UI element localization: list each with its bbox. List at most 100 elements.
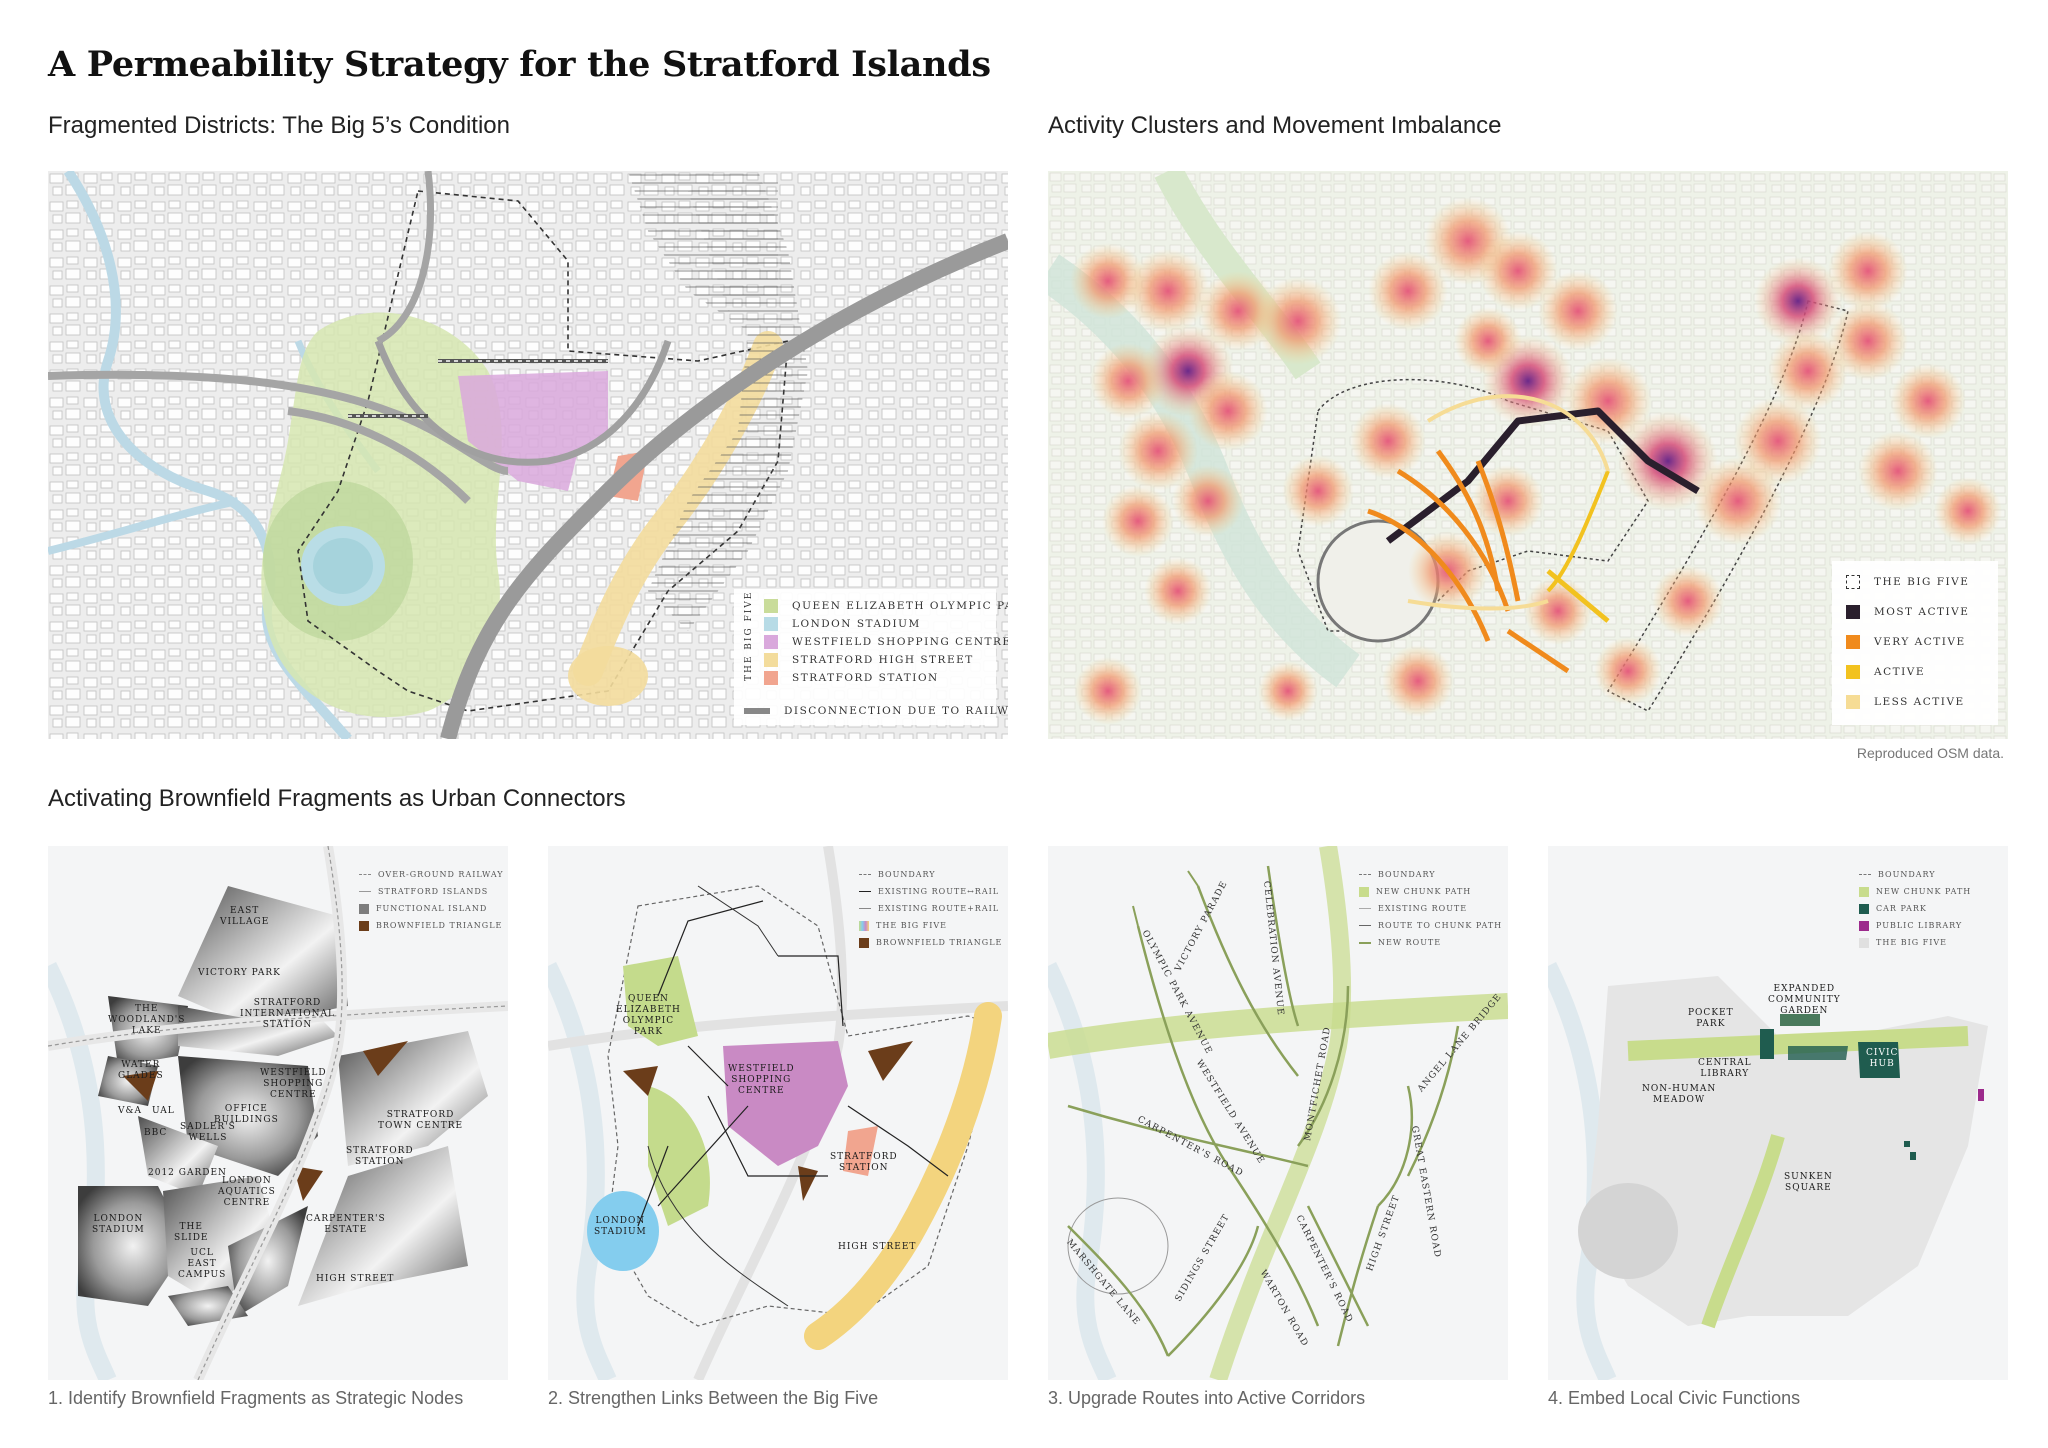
legend-item-high-street: STRATFORD HIGH STREET [764, 653, 974, 667]
step3-caption: 3. Upgrade Routes into Active Corridors [1048, 1388, 1366, 1408]
legend-swatch [1846, 665, 1860, 679]
activity-legend: THE BIG FIVE MOST ACTIVE VERY ACTIVE ACT… [1832, 561, 1998, 725]
legend-label: WESTFIELD SHOPPING CENTRE [792, 636, 1008, 648]
place-label: WESTFIELD SHOPPING CENTRE [260, 1068, 327, 1100]
legend-item: EXISTING ROUTE↔RAIL [859, 883, 1002, 900]
activity-heatmap[interactable]: THE BIG FIVE MOST ACTIVE VERY ACTIVE ACT… [1048, 171, 2008, 739]
step3-legend: BOUNDARY NEW CHUNK PATH EXISTING ROUTE R… [1359, 866, 1502, 951]
legend-item-westfield: WESTFIELD SHOPPING CENTRE [764, 635, 1008, 649]
legend-label: OVER-GROUND RAILWAY [378, 870, 504, 879]
legend-label: THE BIG FIVE [1876, 938, 1947, 947]
step3-graphic [1048, 846, 1508, 1380]
legend-swatch [1846, 635, 1860, 649]
legend-swatch [859, 874, 871, 875]
legend-item: EXISTING ROUTE [1359, 900, 1502, 917]
step2-links-map[interactable]: BOUNDARY EXISTING ROUTE↔RAIL EXISTING RO… [548, 846, 1008, 1380]
legend-swatch [1859, 886, 1869, 897]
legend-swatch [764, 617, 778, 631]
legend-label: NEW ROUTE [1378, 938, 1442, 947]
legend-label: EXISTING ROUTE↔RAIL [878, 887, 1000, 896]
legend-item-most-active: MOST ACTIVE [1846, 605, 1969, 619]
place-label: CARPENTER'S ESTATE [306, 1214, 386, 1235]
step1-legend: OVER-GROUND RAILWAY STRATFORD ISLANDS FU… [359, 866, 504, 934]
step2-caption: 2. Strengthen Links Between the Big Five [548, 1388, 879, 1408]
place-label: THE WOODLAND'S LAKE [108, 1004, 186, 1036]
legend-swatch [1846, 695, 1860, 709]
place-label: STRATFORD INTERNATIONAL STATION [240, 998, 335, 1030]
activity-heatmap-graphic [1048, 171, 2008, 739]
legend-item: EXISTING ROUTE+RAIL [859, 900, 1002, 917]
legend-swatch [1859, 937, 1869, 948]
place-label: CIVIC HUB [1866, 1048, 1899, 1069]
legend-item: FUNCTIONAL ISLAND [359, 900, 504, 917]
place-label: HIGH STREET [838, 1242, 917, 1252]
legend-item-active: ACTIVE [1846, 665, 1925, 679]
place-label: UAL [152, 1106, 175, 1116]
legend-vertical-title: THE BIG FIVE [744, 590, 754, 681]
place-label: V&A [118, 1106, 143, 1116]
place-label: QUEEN ELIZABETH OLYMPIC PARK [616, 994, 681, 1037]
legend-item: PUBLIC LIBRARY [1859, 917, 1971, 934]
step4-caption: 4. Embed Local Civic Functions [1548, 1388, 1801, 1408]
legend-label: NEW CHUNK PATH [1376, 887, 1472, 896]
legend-swatch [1846, 575, 1860, 589]
place-label: LONDON STADIUM [594, 1216, 647, 1237]
step1-graphic [48, 846, 508, 1380]
legend-item: THE BIG FIVE [1859, 934, 1971, 951]
legend-label: PUBLIC LIBRARY [1876, 921, 1963, 930]
step2-graphic [548, 846, 1008, 1380]
legend-label: THE BIG FIVE [1874, 576, 1970, 588]
legend-item: BROWNFIELD TRIANGLE [359, 917, 504, 934]
legend-item: ROUTE TO CHUNK PATH [1359, 917, 1502, 934]
place-label: 2012 GARDEN [148, 1168, 227, 1178]
section-title-activating: Activating Brownfield Fragments as Urban… [48, 785, 626, 812]
legend-label: DISCONNECTION DUE TO RAILWAY [784, 705, 1008, 717]
legend-swatch [359, 903, 369, 914]
place-label: NON-HUMAN MEADOW [1642, 1084, 1717, 1105]
legend-label: ACTIVE [1874, 666, 1926, 678]
legend-swatch [764, 599, 778, 613]
place-label: STRATFORD TOWN CENTRE [378, 1110, 464, 1131]
legend-item: BOUNDARY [859, 866, 1002, 883]
place-label: WESTFIELD SHOPPING CENTRE [728, 1064, 795, 1096]
legend-label: THE BIG FIVE [876, 921, 947, 930]
place-label: HIGH STREET [316, 1274, 395, 1284]
step4-civic-map[interactable]: BOUNDARY NEW CHUNK PATH CAR PARK PUBLIC … [1548, 846, 2008, 1380]
place-label: BBC [144, 1128, 168, 1138]
step3-corridors-map[interactable]: BOUNDARY NEW CHUNK PATH EXISTING ROUTE R… [1048, 846, 1508, 1380]
legend-item-big-five: THE BIG FIVE [1846, 575, 1969, 589]
legend-label: NEW CHUNK PATH [1876, 887, 1972, 896]
legend-swatch [1359, 908, 1371, 909]
railway-swatch [744, 708, 770, 714]
step1-brownfield-map[interactable]: OVER-GROUND RAILWAY STRATFORD ISLANDS FU… [48, 846, 508, 1380]
step4-legend: BOUNDARY NEW CHUNK PATH CAR PARK PUBLIC … [1859, 866, 1971, 951]
legend-swatch [1859, 874, 1871, 875]
section-title-fragmented: Fragmented Districts: The Big 5’s Condit… [48, 112, 510, 139]
legend-swatch [1359, 925, 1371, 926]
legend-item: NEW CHUNK PATH [1359, 883, 1502, 900]
legend-label: QUEEN ELIZABETH OLYMPIC PARK [792, 600, 1008, 612]
legend-label: LONDON STADIUM [792, 618, 921, 630]
section-title-activity: Activity Clusters and Movement Imbalance [1048, 112, 1502, 139]
place-label: WATER GLADES [118, 1060, 164, 1081]
step1-caption: 1. Identify Brownfield Fragments as Stra… [48, 1388, 464, 1408]
place-label: POCKET PARK [1688, 1008, 1734, 1029]
legend-label: BOUNDARY [878, 870, 936, 879]
legend-swatch [764, 635, 778, 649]
page-title: A Permeability Strategy for the Stratfor… [48, 44, 991, 85]
legend-item: NEW ROUTE [1359, 934, 1502, 951]
legend-item: STRATFORD ISLANDS [359, 883, 504, 900]
legend-item-olympic-park: QUEEN ELIZABETH OLYMPIC PARK [764, 599, 1008, 613]
legend-label: BROWNFIELD TRIANGLE [376, 921, 503, 930]
place-label: SUNKEN SQUARE [1784, 1172, 1833, 1193]
legend-item: THE BIG FIVE [859, 917, 1002, 934]
place-label: VICTORY PARK [198, 968, 281, 978]
legend-swatch [1846, 605, 1860, 619]
legend-swatch [859, 937, 869, 948]
legend-label: FUNCTIONAL ISLAND [376, 904, 488, 913]
legend-swatch [1859, 903, 1869, 914]
legend-swatch [764, 671, 778, 685]
legend-swatch [359, 874, 371, 875]
big-five-map[interactable]: THE BIG FIVE QUEEN ELIZABETH OLYMPIC PAR… [48, 171, 1008, 739]
legend-label: STRATFORD HIGH STREET [792, 654, 974, 666]
